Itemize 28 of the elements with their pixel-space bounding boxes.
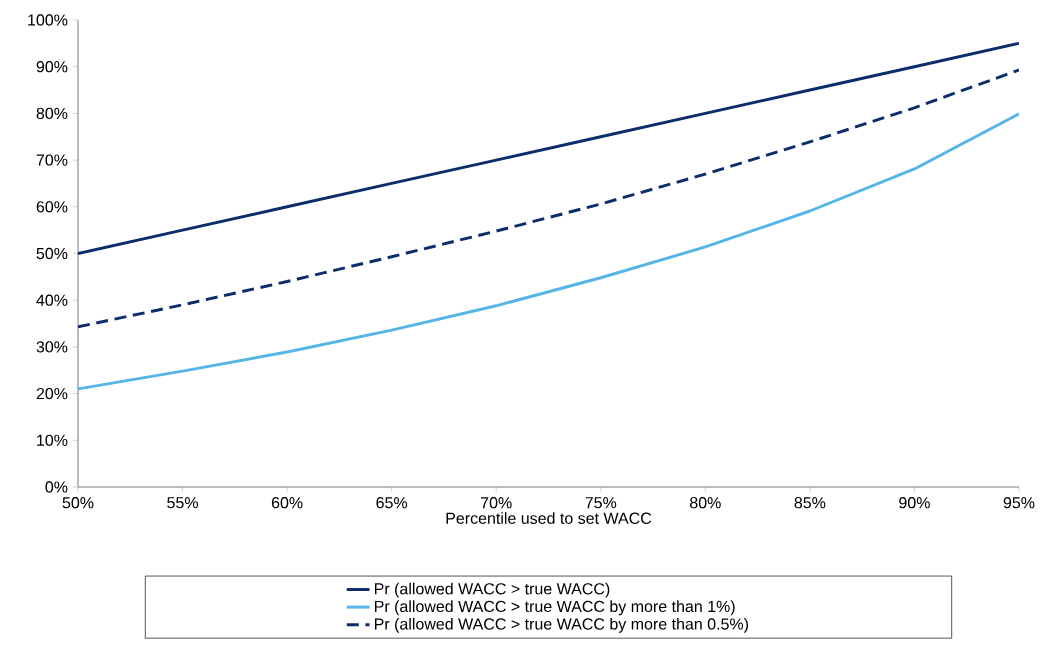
- y-tick-label: 50%: [36, 247, 68, 260]
- y-tick-label: 40%: [36, 294, 68, 306]
- x-tick-label: 65%: [376, 497, 408, 509]
- x-tick-label: 60%: [271, 497, 303, 509]
- x-tick-label: 70%: [481, 497, 512, 509]
- y-tick-label: 20%: [36, 387, 68, 400]
- legend-label: Pr (allowed WACC > true WACC by more than 1%): [374, 600, 735, 616]
- y-tick-label: 30%: [36, 341, 68, 353]
- x-axis-title: Percentile used to set WACC: [446, 512, 652, 524]
- x-tick-label: 80%: [690, 497, 721, 509]
- y-tick-label: 0%: [45, 481, 68, 493]
- x-tick-label: 95%: [1003, 497, 1035, 509]
- x-tick-label: 85%: [794, 497, 826, 509]
- x-tick-label: 55%: [167, 497, 198, 509]
- y-tick-label: 10%: [37, 434, 68, 446]
- x-tick-label: 50%: [62, 497, 94, 509]
- y-tick-label: 100%: [28, 14, 68, 26]
- legend-label: Pr (allowed WACC > true WACC by more than 0.5%): [374, 617, 748, 633]
- y-tick-label: 90%: [36, 61, 68, 73]
- y-tick-label: 60%: [36, 201, 68, 213]
- line-series: [78, 68, 1019, 329]
- y-tick-label: 70%: [36, 154, 68, 166]
- y-tick-label: 80%: [36, 107, 68, 120]
- legend-label: Pr (allowed WACC > true WACC): [374, 582, 610, 598]
- line-series: [78, 112, 1019, 391]
- line-series: [78, 41, 1019, 255]
- x-tick-label: 90%: [899, 497, 930, 509]
- x-tick-label: 75%: [585, 497, 617, 509]
